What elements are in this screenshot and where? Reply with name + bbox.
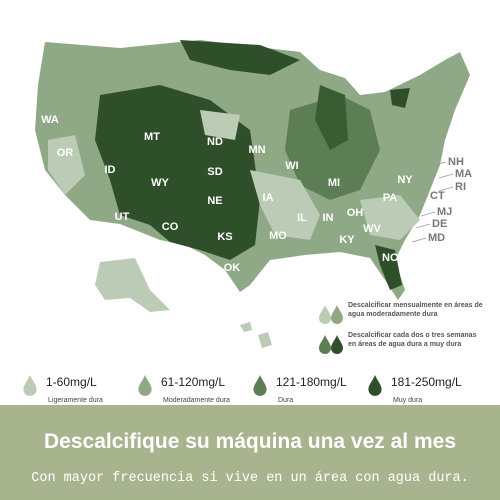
leader-line: [413, 195, 429, 201]
state-label: MT: [144, 131, 160, 143]
region-dark: [390, 88, 410, 108]
small-state-label: MA: [455, 168, 472, 180]
state-label: NE: [207, 195, 222, 207]
state-label: SD: [207, 166, 222, 178]
leader-line: [415, 223, 431, 229]
state-label: KS: [217, 231, 232, 243]
region-dark: [375, 245, 402, 290]
drop-icon: [331, 335, 343, 354]
state-label: IA: [263, 192, 274, 204]
leader-line: [438, 173, 454, 179]
state-label: NY: [397, 174, 413, 186]
range-label: 121-180mg/L: [276, 375, 347, 389]
small-state-label: CT: [430, 190, 445, 202]
drop-icon: [253, 375, 267, 396]
state-label: WI: [285, 160, 298, 172]
map: [35, 40, 470, 348]
state-label: MO: [269, 230, 287, 242]
state-label: ID: [105, 164, 116, 176]
leader-line: [420, 211, 436, 217]
leader-line: [431, 161, 447, 167]
region-pale: [48, 135, 85, 195]
range-label: 181-250mg/L: [391, 375, 462, 389]
region-pale: [360, 195, 420, 240]
region-pale: [250, 170, 320, 240]
drop-icon: [138, 375, 152, 396]
state-label: NC: [382, 252, 398, 264]
range-description: Dura: [278, 397, 293, 404]
legend: Descalcificar mensualmente en áreas de ag…: [319, 302, 483, 354]
state-label: WV: [363, 223, 381, 235]
state-label: CO: [162, 221, 179, 233]
footer-title: Descalcifique su máquina una vez al mes: [44, 430, 456, 453]
region-dark: [315, 85, 348, 150]
range-label: 61-120mg/L: [161, 375, 225, 389]
drop-icon: [331, 305, 343, 324]
legend-label: Descalcificar cada dos o tres semanas en …: [348, 332, 477, 348]
alaska: [95, 258, 170, 312]
state-label: IN: [323, 212, 334, 224]
state-label: WA: [41, 114, 59, 126]
state-label: PA: [383, 192, 398, 204]
small-state-label: NH: [448, 156, 464, 168]
state-label: ND: [207, 136, 223, 148]
drop-icon: [319, 305, 331, 324]
small-state-label: MJ: [437, 206, 452, 218]
state-label: MI: [328, 177, 340, 189]
state-label: IL: [297, 212, 307, 224]
drop-icon: [23, 375, 37, 396]
footer-subtitle: Con mayor frecuencia si vive en un área …: [31, 471, 468, 486]
state-label: KY: [339, 234, 355, 246]
state-label: OR: [57, 147, 74, 159]
small-state-label: DE: [432, 218, 447, 230]
drop-icon: [368, 375, 382, 396]
leader-line: [438, 186, 454, 192]
range-description: Muy dura: [393, 397, 422, 404]
state-label: WY: [151, 177, 169, 189]
footer-band: [0, 405, 500, 500]
region-pale: [200, 110, 240, 140]
state-label: OK: [224, 262, 241, 274]
range-label: 1-60mg/L: [46, 375, 97, 389]
small-state-label: MD: [428, 232, 445, 244]
leader-line: [411, 237, 427, 243]
range-description: Ligeramente dura: [48, 397, 103, 404]
region-dark: [180, 40, 300, 75]
small-state-label: RI: [455, 181, 466, 193]
hawaii: [240, 322, 272, 348]
range-description: Moderadamente dura: [163, 397, 230, 404]
state-label: MN: [248, 144, 265, 156]
scale: 1-60mg/L Ligeramente dura 61-120mg/L Modera…: [23, 375, 462, 404]
state-labels: WA OR MT ID WY UT CO ND SD NE KS OK MN WI IA IL IN OH MI MO…: [41, 114, 413, 274]
state-label: OH: [347, 207, 364, 219]
legend-label: Descalcificar mensualmente en áreas de ag…: [348, 302, 483, 318]
state-label: UT: [115, 211, 130, 223]
drop-icon: [319, 335, 331, 354]
